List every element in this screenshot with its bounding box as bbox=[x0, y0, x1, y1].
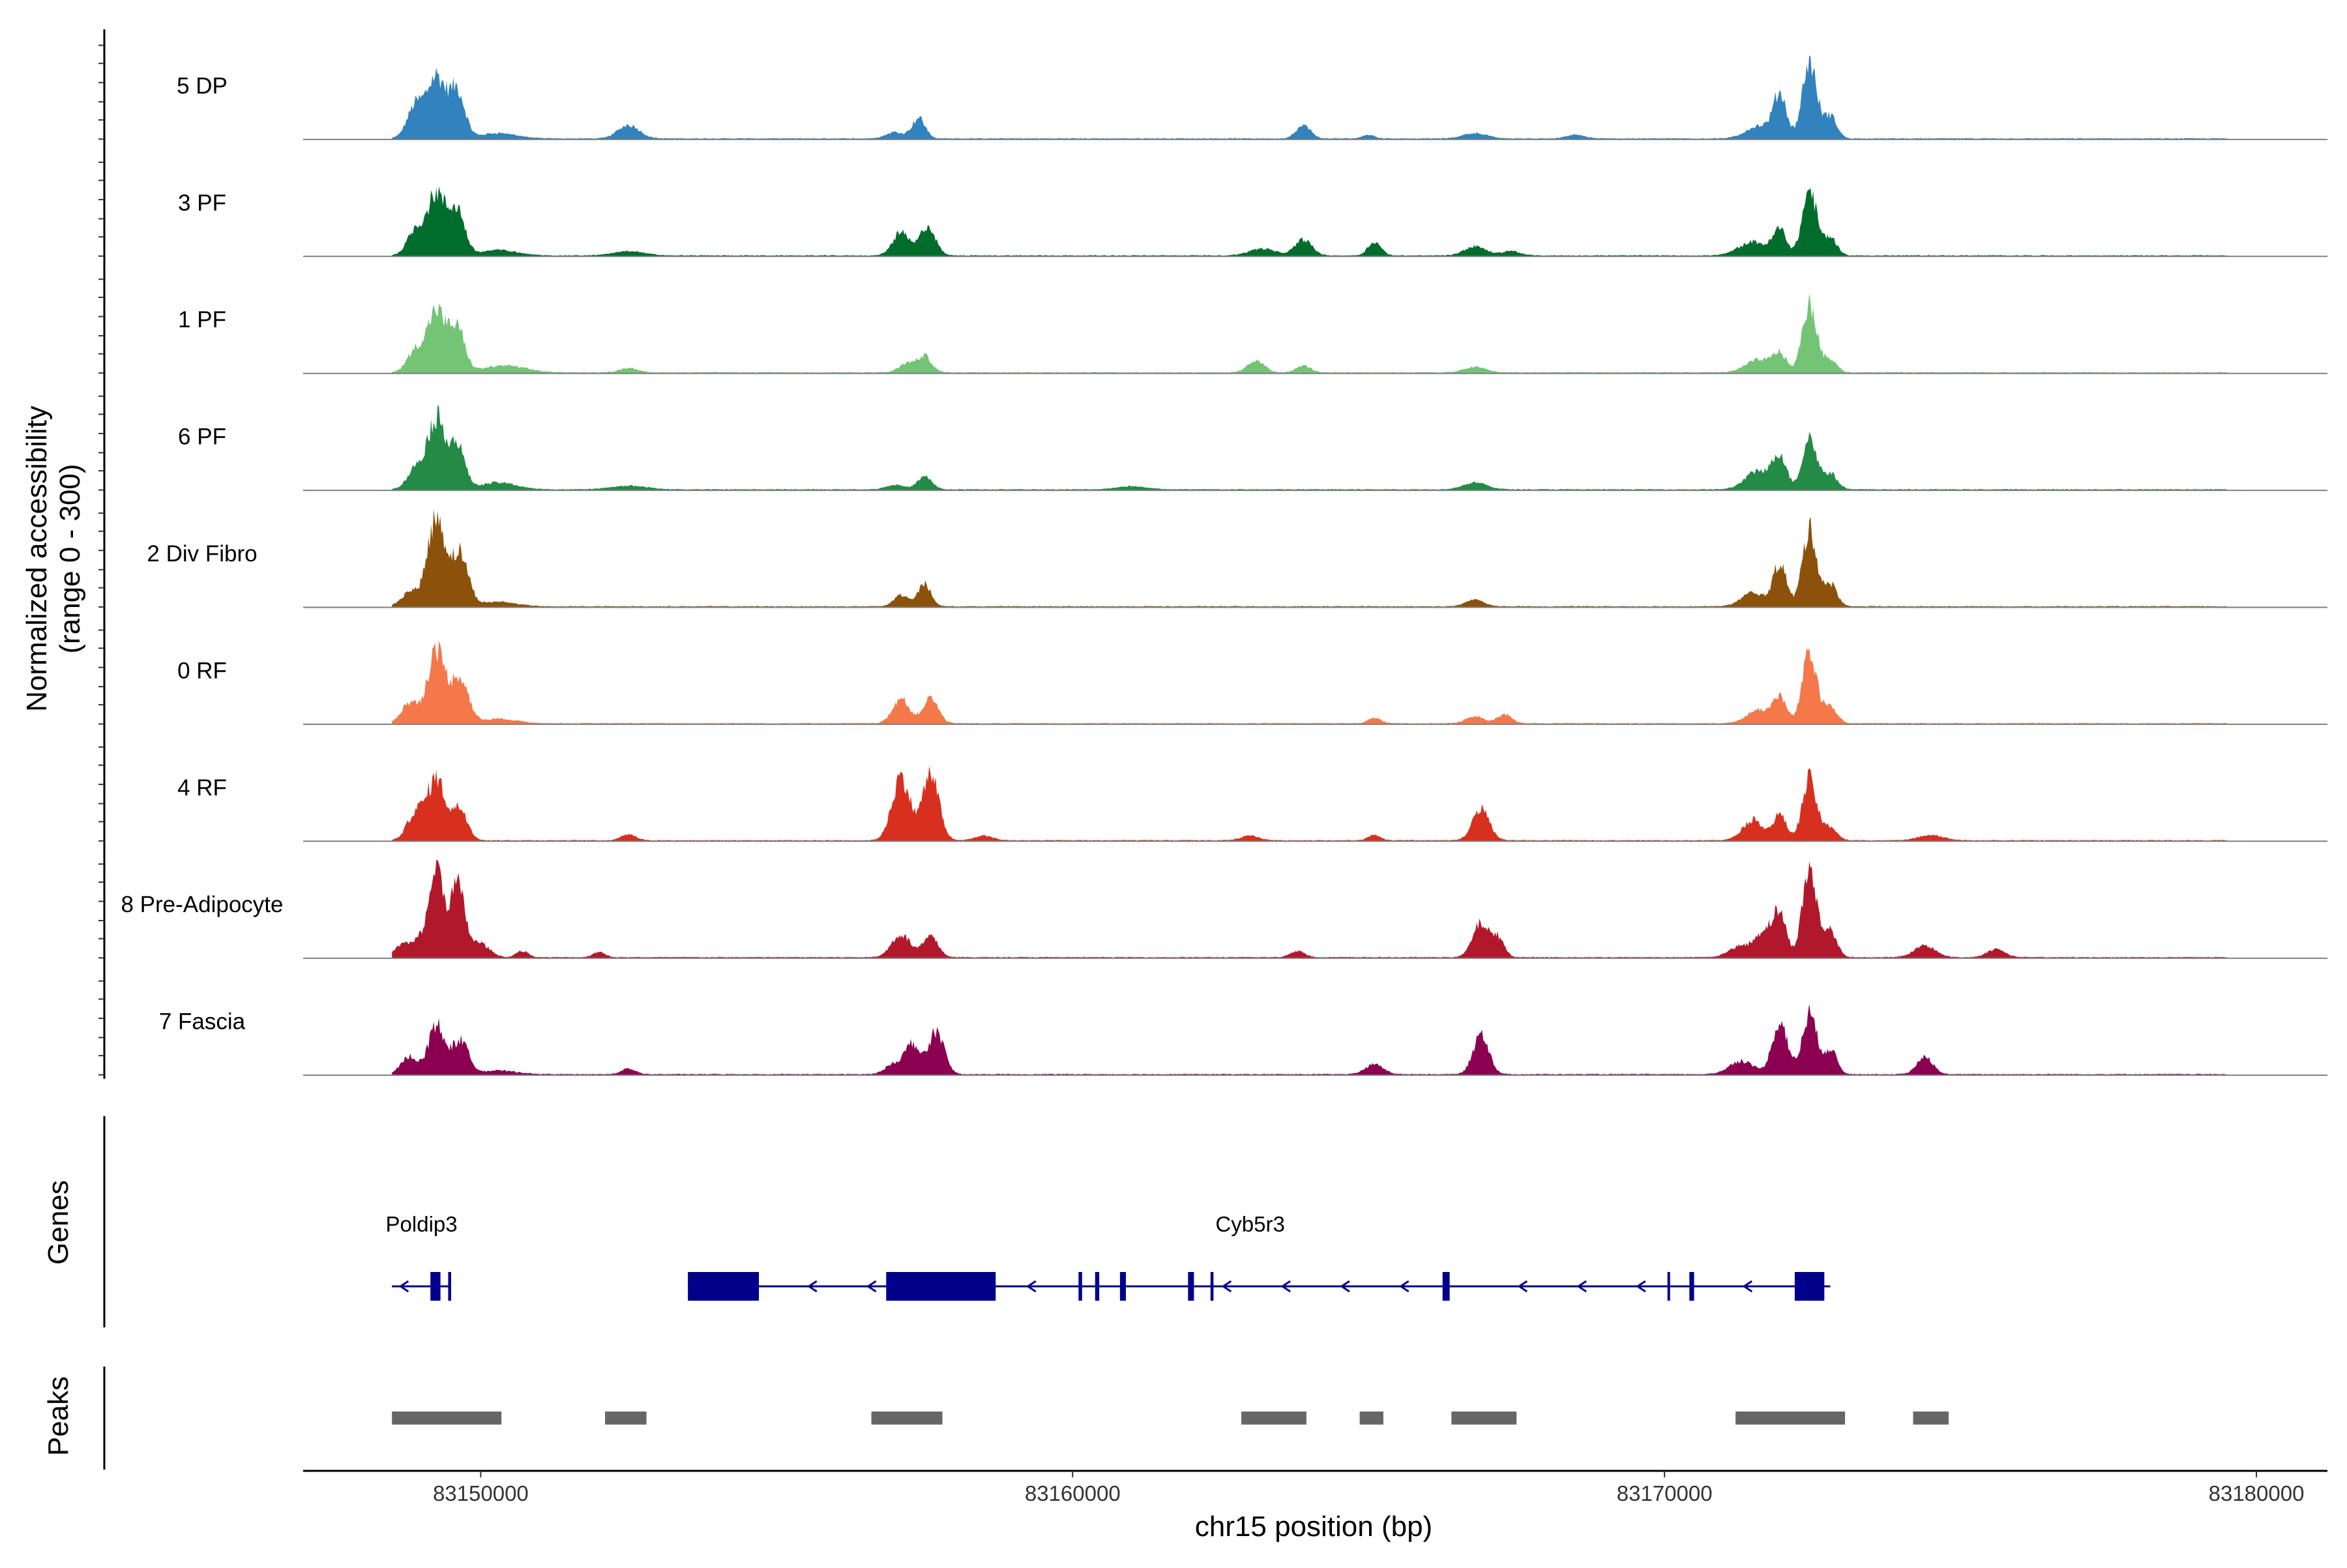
gene-exon bbox=[1095, 1272, 1100, 1301]
y-axis-title: Normalized accessibility bbox=[21, 406, 53, 711]
track-label: 5 DP bbox=[177, 73, 228, 98]
coverage-area bbox=[392, 765, 2227, 841]
track-6-pf: 6 PF bbox=[178, 405, 2327, 492]
track-label: 4 RF bbox=[177, 775, 227, 801]
track-1-pf: 1 PF bbox=[178, 293, 2327, 374]
strand-arrow bbox=[866, 1280, 877, 1293]
peak-region bbox=[605, 1412, 647, 1425]
strand-arrow bbox=[398, 1280, 409, 1293]
strand-arrow bbox=[1576, 1280, 1587, 1293]
gene-exon bbox=[1188, 1272, 1194, 1301]
gene-exon bbox=[1442, 1272, 1450, 1301]
track-label: 6 PF bbox=[178, 424, 226, 450]
x-axis: 83150000 83160000 83170000 83180000 bbox=[303, 1470, 2327, 1505]
strand-arrow bbox=[1340, 1280, 1350, 1293]
coverage-area bbox=[392, 293, 2227, 374]
y-axis-subtitle: (range 0 - 300) bbox=[54, 464, 86, 653]
track-5-dp: 5 DP bbox=[177, 55, 2327, 140]
gene-exon bbox=[1210, 1272, 1214, 1301]
gene-annotation-track: Poldip3 Cyb5r3 bbox=[103, 1116, 1831, 1327]
strand-arrow bbox=[1636, 1280, 1646, 1293]
gene-exon bbox=[1078, 1272, 1082, 1301]
gene-exon bbox=[688, 1272, 760, 1301]
x-tick-label: 83150000 bbox=[433, 1481, 529, 1505]
gene-poldip3: Poldip3 bbox=[386, 1212, 458, 1301]
strand-arrow bbox=[1221, 1280, 1232, 1293]
track-label: 2 Div Fibro bbox=[147, 541, 257, 567]
track-8-pre-adipocyte: 8 Pre-Adipocyte bbox=[121, 860, 2327, 959]
gene-exon bbox=[1794, 1272, 1825, 1301]
track-7-fascia: 7 Fascia bbox=[159, 1003, 2327, 1076]
coverage-area bbox=[392, 509, 2227, 607]
coverage-area bbox=[392, 641, 2227, 724]
strand-arrow bbox=[1398, 1280, 1410, 1293]
x-axis-title: chr15 position (bp) bbox=[1195, 1511, 1432, 1543]
gene-exon bbox=[1667, 1272, 1670, 1301]
peak-region bbox=[1359, 1412, 1383, 1425]
gene-label: Poldip3 bbox=[386, 1212, 458, 1236]
peak-region bbox=[871, 1412, 943, 1425]
gene-cyb5r3: Cyb5r3 bbox=[688, 1212, 1831, 1301]
coverage-area bbox=[392, 405, 2227, 490]
peak-region bbox=[392, 1412, 502, 1425]
peaks-track bbox=[103, 1367, 1949, 1470]
track-4-rf: 4 RF bbox=[177, 765, 2327, 842]
gene-exon bbox=[448, 1272, 451, 1301]
track-label: 8 Pre-Adipocyte bbox=[121, 892, 283, 917]
accessibility-axis bbox=[98, 29, 106, 1079]
track-label: 3 PF bbox=[178, 190, 226, 216]
strand-arrow bbox=[1026, 1280, 1037, 1293]
coverage-area bbox=[392, 1003, 2227, 1075]
track-0-rf: 0 RF bbox=[177, 641, 2327, 725]
x-tick-label: 83180000 bbox=[2209, 1481, 2305, 1505]
coverage-area bbox=[392, 186, 2227, 256]
gene-exon bbox=[1689, 1272, 1694, 1301]
peak-region bbox=[1451, 1412, 1517, 1425]
strand-arrow bbox=[1280, 1280, 1291, 1293]
gene-exon bbox=[886, 1272, 996, 1301]
peak-region bbox=[1735, 1412, 1846, 1425]
x-tick-label: 83160000 bbox=[1025, 1481, 1121, 1505]
track-2-div-fibro: 2 Div Fibro bbox=[147, 509, 2327, 608]
track-label: 7 Fascia bbox=[159, 1009, 246, 1035]
peak-region bbox=[1913, 1412, 1949, 1425]
track-label: 0 RF bbox=[177, 658, 227, 683]
strand-arrow bbox=[1742, 1280, 1753, 1293]
genes-panel-title: Genes bbox=[42, 1180, 74, 1265]
strand-arrow bbox=[1517, 1280, 1528, 1293]
gene-label: Cyb5r3 bbox=[1215, 1212, 1284, 1236]
coverage-tracks: 5 DP 3 PF 1 PF 6 PF 2 Div Fibro 0 RF 4 RF 8 Pre… bbox=[121, 55, 2327, 1076]
peak-region bbox=[1241, 1412, 1306, 1425]
gene-exon bbox=[1119, 1272, 1126, 1301]
coverage-area bbox=[392, 55, 2227, 140]
x-tick-label: 83170000 bbox=[1617, 1481, 1713, 1505]
strand-arrow bbox=[807, 1280, 818, 1293]
peaks-panel-title: Peaks bbox=[42, 1376, 74, 1456]
gene-exon bbox=[430, 1272, 441, 1301]
track-label: 1 PF bbox=[178, 307, 226, 333]
track-3-pf: 3 PF bbox=[178, 186, 2327, 258]
coverage-area bbox=[392, 860, 2227, 958]
